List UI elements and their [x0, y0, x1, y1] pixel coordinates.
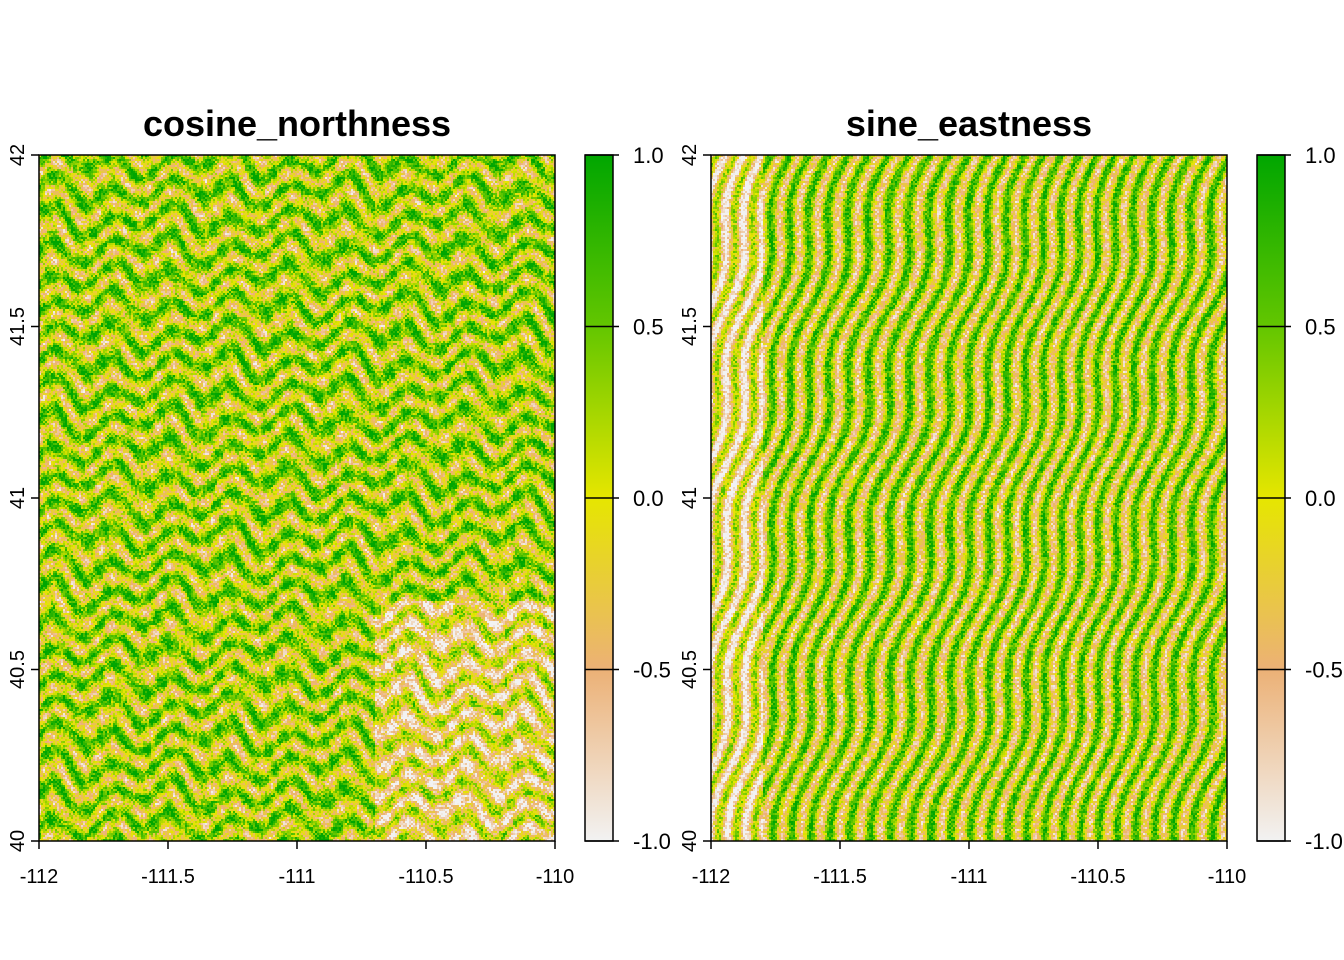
raster-image	[711, 155, 1227, 841]
y-tick-label: 41	[7, 487, 29, 509]
y-tick-label: 40.5	[7, 650, 29, 689]
y-tick-label: 40	[7, 830, 29, 852]
x-tick-label: -110	[536, 866, 575, 888]
x-tick-label: -111.5	[141, 866, 195, 888]
legend-tick-label: -0.5	[1305, 658, 1343, 683]
x-tick-label: -112	[20, 866, 59, 888]
y-tick-label: 42	[679, 144, 701, 166]
legend-tick-label: 0.5	[1305, 315, 1336, 340]
x-tick-label: -111.5	[813, 866, 867, 888]
panel-cosine-northness: cosine_northness -112 -111.5 -111 -110.5 -110…	[7, 103, 671, 888]
legend-tick-label: 0.5	[633, 315, 664, 340]
y-tick-label: 40	[679, 830, 701, 852]
legend-tick-label: -1.0	[633, 829, 671, 854]
panel-sine-eastness: sine_eastness -112 -111.5 -111 -110.5 -110 40 4…	[679, 103, 1343, 888]
chart-title: sine_eastness	[846, 103, 1092, 144]
legend-tick-label: 1.0	[1305, 143, 1336, 168]
x-tick-label: -112	[692, 866, 731, 888]
legend-tick-label: 0.0	[1305, 486, 1336, 511]
y-tick-label: 41.5	[7, 307, 29, 346]
legend-tick-label: 0.0	[633, 486, 664, 511]
y-tick-label: 40.5	[679, 650, 701, 689]
y-tick-label: 41.5	[679, 307, 701, 346]
legend-tick-label: -1.0	[1305, 829, 1343, 854]
y-tick-label: 42	[7, 144, 29, 166]
x-tick-label: -110.5	[398, 866, 453, 888]
x-tick-label: -111	[278, 866, 315, 888]
y-tick-label: 41	[679, 487, 701, 509]
chart-title: cosine_northness	[143, 103, 451, 144]
x-tick-label: -111	[950, 866, 987, 888]
raster-image	[39, 155, 555, 841]
legend-tick-label: -0.5	[633, 658, 671, 683]
legend-tick-label: 1.0	[633, 143, 664, 168]
x-tick-label: -110	[1208, 866, 1247, 888]
x-tick-label: -110.5	[1070, 866, 1125, 888]
